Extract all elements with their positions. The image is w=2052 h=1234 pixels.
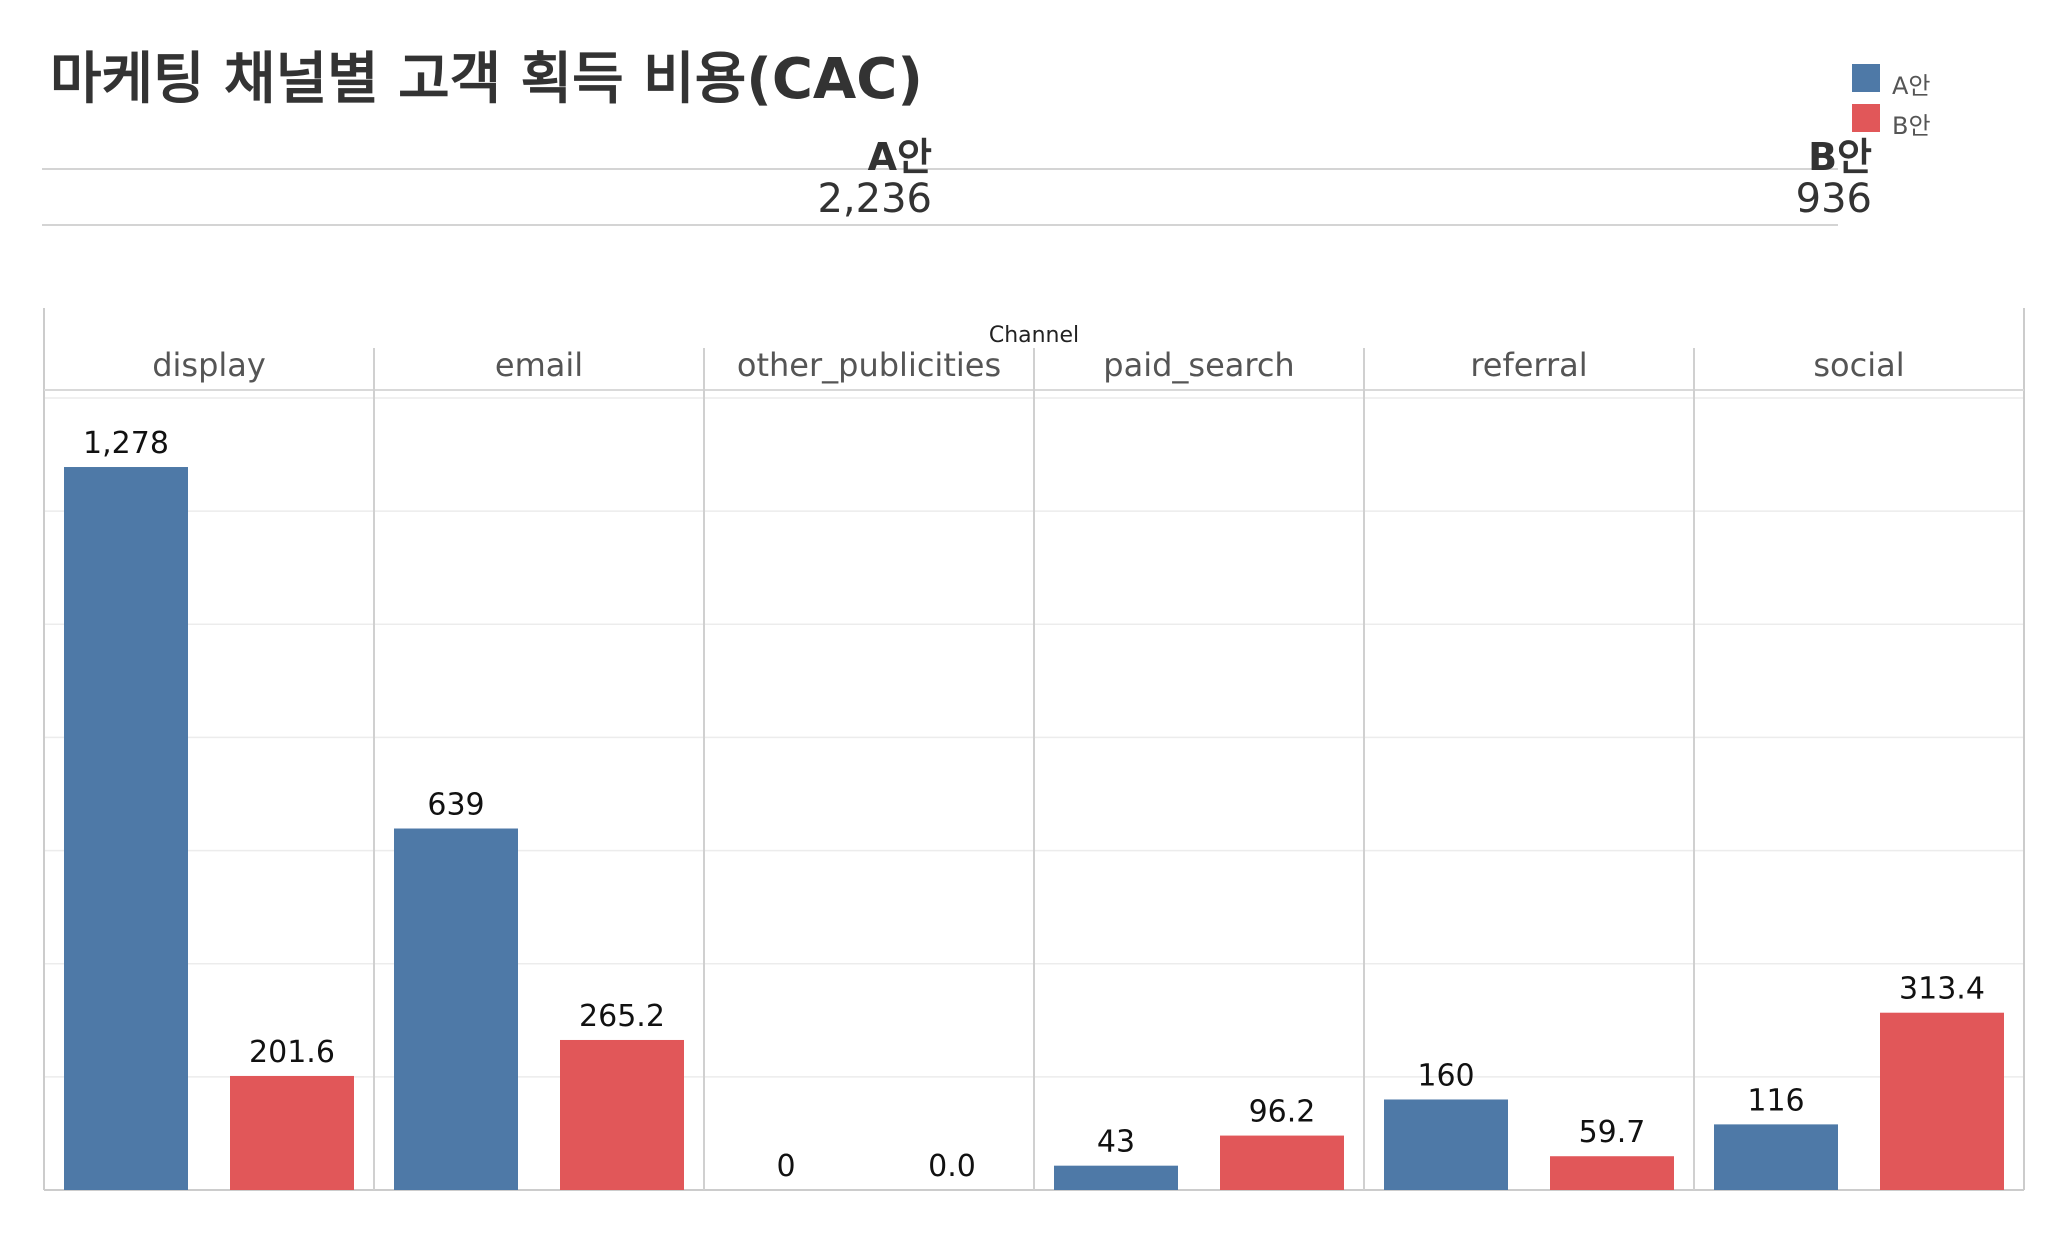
data-label: 0.0 xyxy=(928,1149,976,1184)
legend-swatch-b xyxy=(1852,104,1880,132)
category-label: email xyxy=(495,346,583,384)
category-label: paid_search xyxy=(1103,346,1294,384)
data-label: 59.7 xyxy=(1579,1115,1646,1150)
data-label: 116 xyxy=(1747,1083,1804,1118)
bar xyxy=(1220,1135,1344,1190)
bar xyxy=(1384,1099,1508,1190)
summary-divider xyxy=(42,168,1838,170)
facet-label: Channel xyxy=(989,323,1079,348)
summary-header-a: A안 xyxy=(867,135,932,179)
category-label: other_publicities xyxy=(737,346,1001,384)
summary-value-a: 2,236 xyxy=(817,176,932,222)
data-label: 43 xyxy=(1097,1125,1135,1160)
data-label: 160 xyxy=(1417,1058,1474,1093)
bar xyxy=(1054,1165,1178,1190)
chart-title: 마케팅 채널별 고객 획득 비용(CAC) xyxy=(50,47,923,112)
summary-bottom-border xyxy=(42,224,1838,226)
summary-table: A안 2,236 B안 936 xyxy=(42,116,1872,228)
legend-swatch-a xyxy=(1852,64,1880,92)
data-label: 313.4 xyxy=(1899,972,1985,1007)
bar xyxy=(1880,1012,2004,1190)
bar xyxy=(230,1075,354,1190)
bar xyxy=(560,1039,684,1190)
data-label: 265.2 xyxy=(579,999,665,1034)
data-label: 201.6 xyxy=(249,1035,335,1070)
legend-label-b: B안 xyxy=(1892,112,1931,140)
summary-header-b: B안 xyxy=(1808,135,1872,179)
bar xyxy=(64,467,188,1190)
data-label: 1,278 xyxy=(83,426,169,461)
data-label: 0 xyxy=(776,1149,795,1184)
category-label: referral xyxy=(1470,346,1587,384)
bar xyxy=(1550,1156,1674,1190)
bar xyxy=(394,828,518,1190)
category-label: social xyxy=(1813,346,1904,384)
data-label: 96.2 xyxy=(1249,1095,1316,1130)
category-label: display xyxy=(152,346,266,384)
data-label: 639 xyxy=(427,788,484,823)
bar xyxy=(1714,1124,1838,1190)
legend-label-a: A안 xyxy=(1892,72,1931,100)
summary-value-b: 936 xyxy=(1795,176,1872,222)
